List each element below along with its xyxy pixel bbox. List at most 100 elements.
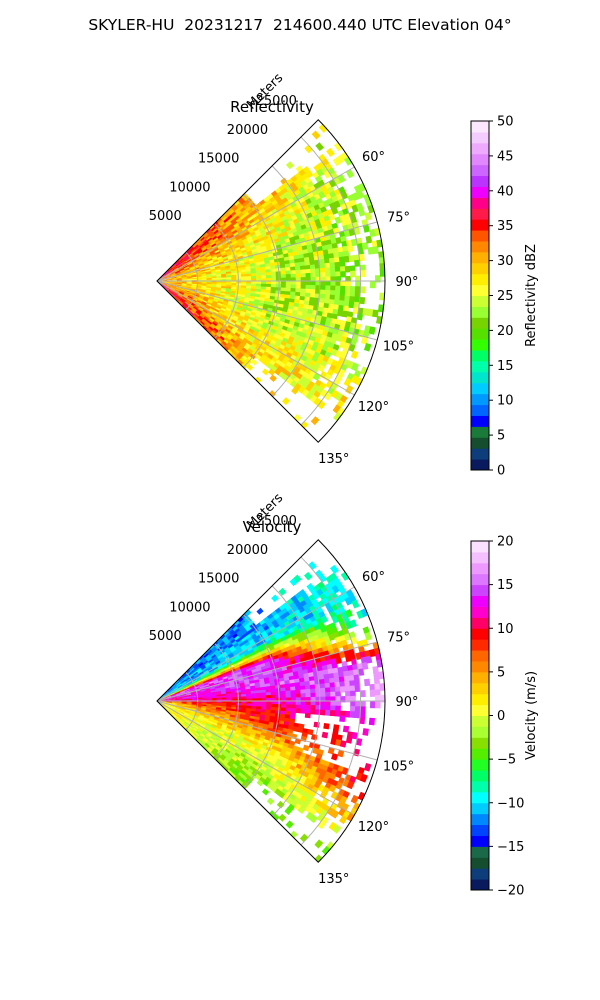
radar-cell [181,681,188,686]
radar-cell [201,245,207,251]
radar-cell [201,237,207,243]
radar-cell [358,182,367,192]
radar-cell [315,142,325,152]
radar-cell [178,686,185,690]
radar-cell [256,607,264,615]
radar-cell [218,299,225,304]
radar-cell [176,282,183,284]
radar-cell [184,290,191,294]
radar-cell [205,291,211,295]
colorbar-segment [471,704,489,716]
radar-cell [190,692,197,695]
radar-cell [170,705,177,708]
radar-cell [184,710,191,714]
radar-cell [165,272,171,276]
radar-cell [168,267,173,272]
panel-title: Velocity [243,518,302,536]
colorbar-tick-label: 15 [497,359,514,374]
radar-cell [247,226,254,232]
radar-cell [165,285,171,289]
radar-cell [333,412,342,422]
radar-cell [184,687,191,691]
radar-cell [343,377,352,387]
radar-cell [305,391,314,401]
radar-cell [305,281,312,287]
radar-cell [177,293,183,298]
radar-cell [175,691,181,695]
radar-cell [295,265,301,272]
radar-cell [300,281,307,286]
radar-cell [160,284,166,288]
radar-cell [171,696,178,699]
radar-cell [345,281,351,288]
angle-tick-label: 105° [383,340,414,355]
radar-cell [251,275,257,280]
radar-cell [216,254,223,259]
radial-tick-label: 5000 [149,209,182,224]
radar-cell [236,328,244,334]
radar-cell [165,706,170,710]
radar-cell [219,309,226,314]
radar-cell [300,708,307,714]
radar-cell [176,275,182,278]
radar-cell [205,328,212,335]
radar-cell [183,713,190,717]
radar-cell [244,312,252,318]
radar-cell [176,695,182,698]
radar-cell [218,235,225,241]
radar-cell [220,250,227,255]
radar-cell [199,305,205,311]
radar-cell [181,277,188,279]
radar-cell [181,274,187,277]
radar-cell [233,242,240,248]
radar-cell [213,318,220,324]
radar-cell [171,278,178,280]
radar-cell [334,392,344,402]
radar-cell [168,268,174,273]
radar-cell [300,284,307,290]
radar-cell [222,332,229,339]
radar-cell [161,697,167,700]
radar-cell [227,256,234,261]
radar-cell [261,788,270,796]
radar-cell [179,290,186,294]
radar-cell [174,709,180,713]
radar-cell [350,270,356,278]
radar-cell [190,271,197,275]
radar-cell [190,272,197,275]
radar-cell [211,321,218,328]
radar-cell [182,303,188,309]
radar-cell [217,234,224,240]
radar-cell [168,688,174,693]
radar-cell [210,305,217,310]
radar-cell [214,307,221,312]
radar-cell [209,249,216,255]
colorbar-segment [471,306,489,318]
radar-cell [362,728,369,736]
radar-cell [160,694,166,699]
radar-cell [222,232,229,239]
radar-cell [217,243,224,249]
radar-cell [177,714,183,719]
radar-cell [169,268,174,273]
radar-cell [179,687,185,691]
radar-cell [170,272,176,276]
radar-cell [223,217,230,224]
radar-cell [184,268,191,272]
radar-cell [188,683,194,688]
radar-cell [182,673,188,678]
radar-cell [179,267,185,271]
radar-cell [195,238,201,244]
radar-cell [250,273,257,277]
radar-cell [175,692,182,696]
colorbar-segment [471,262,489,275]
radar-cell [191,705,197,708]
radar-cell [194,253,200,258]
radar-cell [336,154,346,164]
radar-cell [188,713,195,717]
radar-cell [180,259,186,264]
radar-cell [320,267,326,274]
colorbar-segment [471,628,489,640]
radar-cell [300,269,307,275]
colorbar-tick-label: 10 [497,394,514,409]
